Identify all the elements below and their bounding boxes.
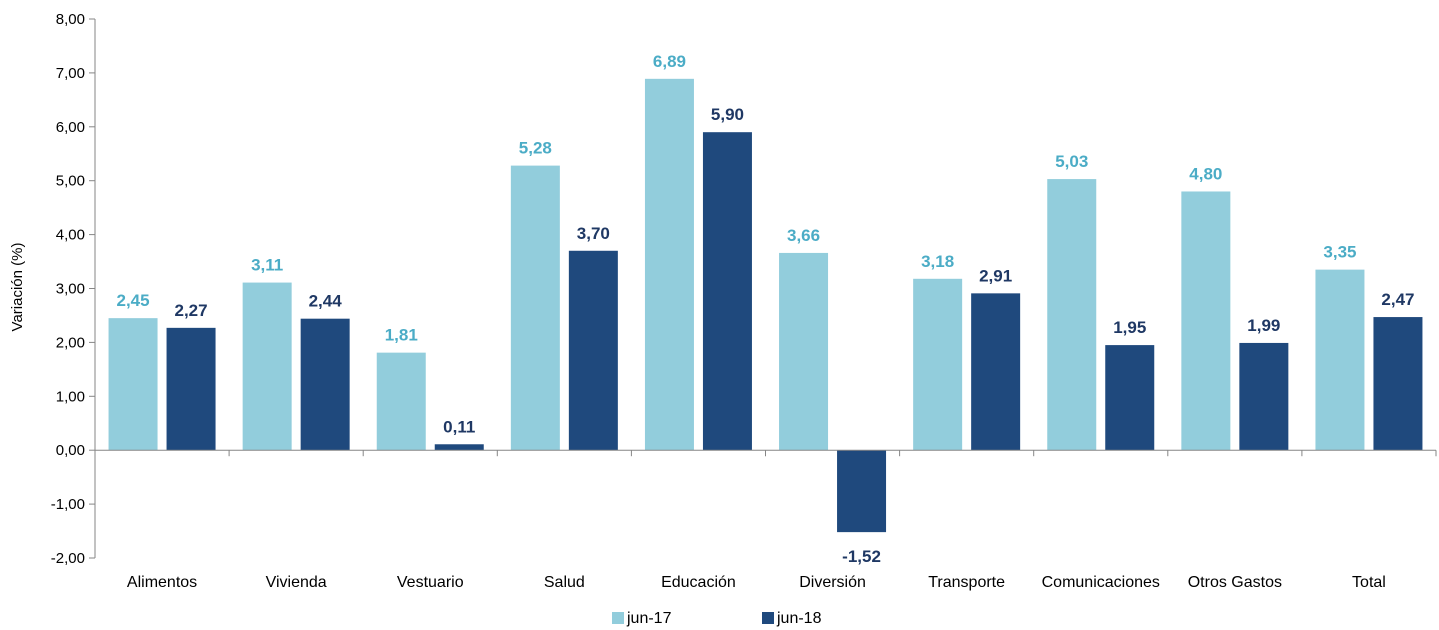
bar-jun-17 <box>779 252 829 451</box>
bars <box>108 78 1423 533</box>
y-tick-label: 4,00 <box>56 227 85 244</box>
data-label: 0,11 <box>443 417 475 436</box>
data-label: 1,95 <box>1113 318 1146 337</box>
data-label: 3,66 <box>787 226 820 245</box>
y-tick-label: -1,00 <box>51 496 85 513</box>
bar-jun-18 <box>568 250 618 451</box>
y-tick-label: 2,00 <box>56 334 85 351</box>
data-label: -1,52 <box>842 547 881 566</box>
y-tick-label: -2,00 <box>51 550 85 567</box>
legend-swatch <box>762 612 774 624</box>
x-axis: Alimentos Vivienda Vestuario Salud Educación… <box>94 449 1437 591</box>
category-label: Salud <box>544 574 585 591</box>
y-tick-label: 0,00 <box>56 442 85 459</box>
bar-jun-18 <box>1105 345 1155 451</box>
bar-jun-17 <box>510 165 560 451</box>
data-label: 2,44 <box>309 292 343 311</box>
data-label: 1,81 <box>385 326 418 345</box>
bar-jun-18 <box>434 444 484 451</box>
data-label: 3,11 <box>251 256 283 275</box>
category-label: Total <box>1352 574 1386 591</box>
legend: jun-17 jun-18 <box>612 610 822 627</box>
bar-jun-18 <box>702 132 752 451</box>
y-axis-title: Variación (%) <box>9 243 26 332</box>
category-label: Otros Gastos <box>1188 574 1282 591</box>
data-label: 1,99 <box>1247 316 1280 335</box>
category-label: Diversión <box>799 574 866 591</box>
bar-jun-17 <box>108 318 158 451</box>
legend-label: jun-17 <box>626 610 672 627</box>
bar-jun-17 <box>1315 269 1365 451</box>
y-tick-label: 8,00 <box>56 11 85 28</box>
bar-jun-18 <box>166 327 216 451</box>
bar-jun-17 <box>644 78 694 451</box>
bar-jun-17 <box>1181 191 1231 451</box>
bar-jun-18 <box>1239 342 1289 451</box>
data-label: 2,45 <box>117 291 150 310</box>
category-label: Comunicaciones <box>1042 574 1160 591</box>
category-label: Vestuario <box>397 574 464 591</box>
data-label: 3,70 <box>577 224 610 243</box>
bar-jun-17 <box>242 282 292 451</box>
data-label: 3,35 <box>1323 243 1356 262</box>
data-label: 3,18 <box>921 252 954 271</box>
bar-jun-17 <box>1047 179 1097 451</box>
data-label: 5,28 <box>519 139 552 158</box>
data-label: 6,89 <box>653 52 686 71</box>
data-labels: 2,45 3,11 1,81 5,28 6,89 3,66 3,18 5,03 4,80 3,35… <box>117 52 1415 566</box>
bar-jun-17 <box>913 278 963 451</box>
category-label: Alimentos <box>127 574 197 591</box>
y-tick-label: 1,00 <box>56 388 85 405</box>
y-tick-label: 5,00 <box>56 173 85 190</box>
data-label: 2,27 <box>175 301 208 320</box>
category-label: Educación <box>661 574 736 591</box>
data-label: 2,91 <box>979 266 1012 285</box>
category-label: Transporte <box>928 574 1005 591</box>
y-axis: -2,00 -1,00 0,00 1,00 2,00 3,00 4,00 5,00 6,00 7,… <box>51 11 96 567</box>
y-tick-label: 3,00 <box>56 281 85 298</box>
y-tick-label: 7,00 <box>56 65 85 82</box>
data-label: 5,03 <box>1055 152 1088 171</box>
bar-jun-17 <box>376 352 426 451</box>
data-label: 2,47 <box>1381 290 1414 309</box>
legend-label: jun-18 <box>776 610 822 627</box>
bar-jun-18 <box>837 450 887 533</box>
data-label: 5,90 <box>711 105 744 124</box>
y-tick-label: 6,00 <box>56 119 85 136</box>
legend-swatch <box>612 612 624 624</box>
data-label: 4,80 <box>1189 164 1222 183</box>
bar-jun-18 <box>1373 317 1423 451</box>
bar-jun-18 <box>971 293 1021 451</box>
bar-jun-18 <box>300 318 350 451</box>
category-label: Vivienda <box>266 574 327 591</box>
